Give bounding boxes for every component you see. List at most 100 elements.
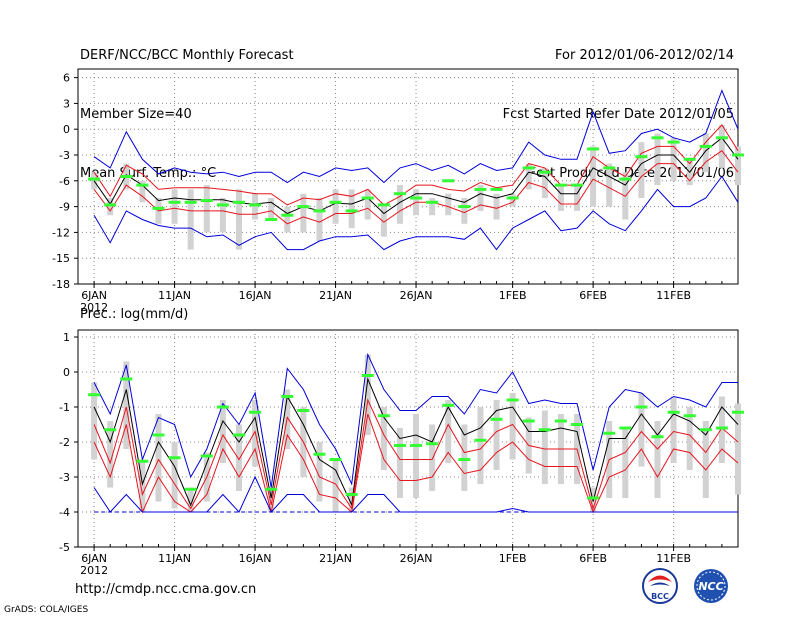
- obs-marker: [458, 205, 471, 209]
- obs-marker: [200, 454, 213, 458]
- spread-box: [509, 393, 516, 460]
- obs-marker: [249, 410, 262, 414]
- x-tick-label: 26JAN: [400, 552, 433, 565]
- obs-marker: [104, 203, 117, 207]
- y-tick-label: 0: [63, 366, 70, 379]
- spread-box: [219, 400, 226, 463]
- x-tick-label: 26JAN: [400, 289, 433, 302]
- spread-box: [654, 133, 661, 186]
- obs-marker: [120, 377, 133, 381]
- obs-marker: [345, 493, 358, 496]
- series-lower-outer: [93, 175, 739, 251]
- obs-marker: [538, 170, 551, 174]
- spread-box: [590, 146, 597, 207]
- spread-box: [445, 193, 452, 216]
- spread-box: [268, 198, 275, 220]
- obs-marker: [410, 444, 423, 447]
- obs-marker: [297, 409, 310, 412]
- y-tick-label: -2: [59, 436, 70, 449]
- spread-box: [380, 407, 387, 470]
- series-lower-inner: [93, 413, 739, 514]
- spread-box: [235, 424, 242, 491]
- spread-box: [332, 459, 339, 512]
- forecast-started: Fcst Started Refer Date 2012/01/05: [502, 107, 734, 122]
- obs-marker: [442, 179, 455, 183]
- obs-marker: [603, 166, 616, 170]
- forecast-period: For 2012/01/06-2012/02/14: [555, 48, 734, 63]
- spread-box: [654, 421, 661, 498]
- obs-marker: [136, 459, 149, 463]
- footer-url[interactable]: http://cmdp.ncc.cma.gov.cn: [75, 582, 257, 597]
- spread-box: [219, 198, 226, 233]
- logos: BCC NCC: [642, 568, 728, 604]
- x-tick-label: 1FEB: [499, 552, 527, 565]
- spread-box: [396, 185, 403, 224]
- obs-marker: [699, 144, 712, 148]
- spread-box: [670, 396, 677, 463]
- obs-marker: [232, 200, 245, 204]
- spread-box: [638, 393, 645, 467]
- spread-box: [686, 407, 693, 470]
- obs-marker: [265, 487, 278, 491]
- obs-marker: [393, 444, 406, 447]
- spread-box: [171, 442, 178, 509]
- obs-marker: [651, 136, 664, 140]
- obs-marker: [587, 147, 600, 151]
- spread-box: [107, 198, 114, 216]
- obs-marker: [474, 438, 487, 442]
- obs-marker: [603, 431, 616, 435]
- obs-marker: [152, 206, 165, 210]
- spread-box: [429, 424, 436, 491]
- x-tick-label: 11FEB: [656, 552, 691, 565]
- obs-marker: [88, 393, 101, 397]
- obs-marker: [313, 209, 326, 213]
- spread-box: [574, 185, 581, 211]
- y-tick-label: 0: [63, 123, 70, 136]
- obs-marker: [699, 428, 712, 432]
- spread-box: [735, 403, 741, 495]
- spread-box: [557, 185, 564, 211]
- spread-box: [171, 189, 178, 224]
- y-tick-label: -18: [52, 278, 70, 291]
- obs-marker: [281, 395, 294, 398]
- obs-marker: [651, 435, 664, 439]
- obs-marker: [587, 496, 600, 500]
- x-tick-label: 6FEB: [579, 552, 607, 565]
- obs-marker: [168, 200, 181, 204]
- spread-box: [300, 193, 307, 233]
- obs-marker: [426, 200, 439, 204]
- obs-marker: [619, 426, 632, 430]
- spread-box: [493, 400, 500, 470]
- obs-marker: [120, 175, 133, 178]
- spread-box: [123, 361, 130, 449]
- obs-marker: [377, 203, 390, 207]
- spread-box: [332, 189, 339, 224]
- x-tick-label: 2012: [80, 564, 108, 577]
- x-tick-label: 21JAN: [319, 289, 352, 302]
- spread-box: [606, 163, 613, 207]
- y-tick-label: 1: [63, 331, 70, 344]
- obs-marker: [554, 419, 567, 423]
- x-tick-label: 16JAN: [239, 289, 272, 302]
- obs-marker: [184, 200, 197, 204]
- obs-marker: [619, 177, 632, 181]
- series-ensemble-mean: [93, 377, 739, 507]
- obs-marker: [506, 196, 519, 200]
- spread-box: [445, 400, 452, 463]
- series-upper-outer: [93, 352, 738, 488]
- grads-credit: GrADS: COLA/IGES: [4, 605, 89, 615]
- x-tick-label: 16JAN: [239, 552, 272, 565]
- obs-marker: [168, 456, 181, 460]
- x-tick-label: 11FEB: [656, 289, 691, 302]
- obs-marker: [136, 183, 149, 187]
- spread-box: [155, 414, 162, 502]
- obs-marker: [522, 166, 535, 170]
- y-tick-label: -5: [59, 541, 70, 554]
- spread-box: [477, 407, 484, 484]
- obs-marker: [297, 205, 310, 209]
- spread-box: [139, 180, 146, 203]
- obs-marker: [732, 410, 744, 414]
- x-tick-label: 1FEB: [499, 289, 527, 302]
- series-upper-inner: [93, 124, 739, 206]
